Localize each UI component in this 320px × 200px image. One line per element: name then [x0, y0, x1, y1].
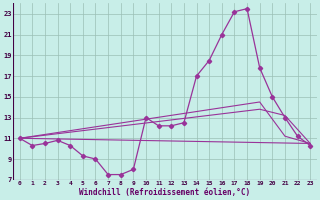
X-axis label: Windchill (Refroidissement éolien,°C): Windchill (Refroidissement éolien,°C) — [79, 188, 251, 197]
